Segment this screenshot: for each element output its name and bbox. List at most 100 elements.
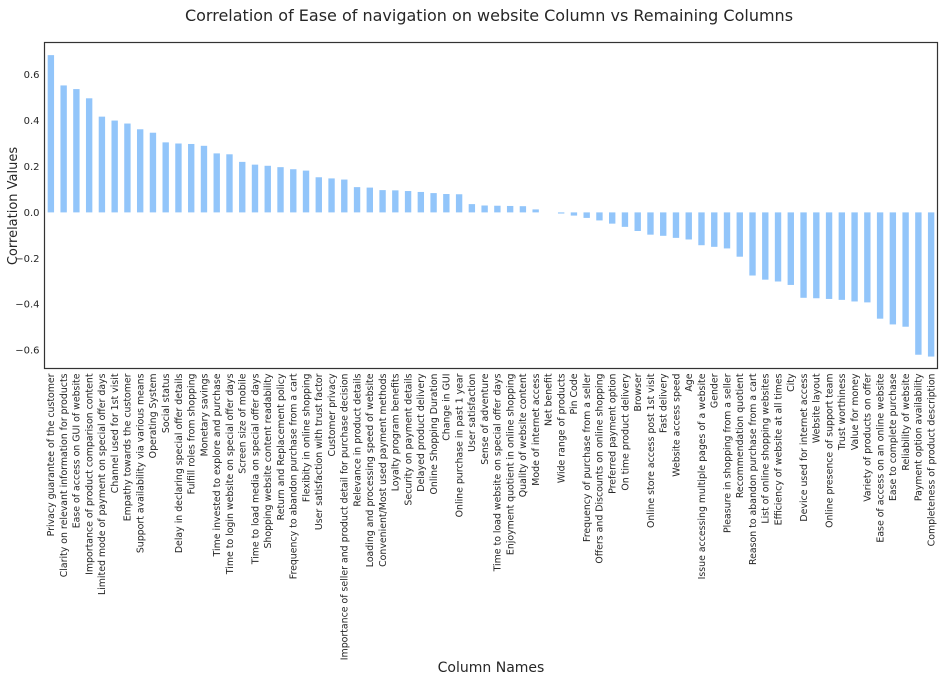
x-tick-label: Reason to abandon purchase from a cart xyxy=(748,373,759,565)
y-tick-label: 0.2 xyxy=(24,162,40,173)
x-tick-label: Frequency of purchase from a seller xyxy=(582,373,593,542)
y-tick-label: 0.0 xyxy=(24,208,40,219)
bar xyxy=(583,212,590,218)
x-tick-label: Ease to complete purchase xyxy=(888,373,899,501)
bar xyxy=(927,212,935,357)
x-tick-label: Completeness of product description xyxy=(926,373,937,546)
x-tick-label: Pleasure in shopping from a seller xyxy=(722,373,733,533)
x-tick-label: Loading and processing speed of website xyxy=(365,373,376,567)
x-tick-label: Social status xyxy=(161,373,172,433)
bar xyxy=(136,129,144,213)
bar xyxy=(685,212,692,240)
bar xyxy=(851,212,858,302)
bar xyxy=(366,187,373,213)
bar xyxy=(902,212,909,327)
x-tick-label: Monetary savings xyxy=(199,373,210,456)
bar xyxy=(277,167,284,213)
bar xyxy=(213,153,220,213)
bar xyxy=(404,191,412,213)
x-tick-label: Enjoyment quotient in online shopping xyxy=(505,373,516,555)
x-tick-label: Loyalty program benefits xyxy=(391,373,402,491)
bar xyxy=(379,190,386,213)
x-tick-label: Payment option availability xyxy=(914,373,925,501)
x-tick-label: Clarity on relevant information for prod… xyxy=(59,373,70,577)
x-tick-label: Value for money xyxy=(850,373,861,450)
bar xyxy=(749,212,756,276)
x-tick-label: Screen size of mobile xyxy=(238,373,249,473)
x-tick-label: Operating System xyxy=(148,374,159,459)
bar xyxy=(557,212,565,214)
x-tick-label: Convenient/Most used payment methods xyxy=(378,373,389,566)
bar xyxy=(813,212,820,299)
bar xyxy=(660,212,667,236)
bar xyxy=(838,212,846,300)
bar xyxy=(392,190,399,213)
y-tick-label: 0.6 xyxy=(24,70,40,81)
bar xyxy=(98,116,106,213)
bars-group xyxy=(47,55,935,357)
x-tick-label: Time invested to explore and purchase xyxy=(212,373,223,557)
x-tick-label: Preferred payment option xyxy=(607,373,618,493)
x-tick-label: Time to login website on special offer d… xyxy=(225,373,236,575)
y-tick-label: 0.4 xyxy=(24,116,40,127)
y-tick-label: −0.6 xyxy=(15,346,39,357)
x-tick-label: Reliability of website xyxy=(901,373,912,470)
bar xyxy=(353,187,361,213)
x-tick-label: Change in GUI xyxy=(442,374,453,441)
x-tick-label: Channel used for 1st visit xyxy=(110,373,121,493)
bar xyxy=(736,212,743,257)
y-tick-label: −0.4 xyxy=(15,300,39,311)
bar xyxy=(328,178,335,213)
bar xyxy=(341,179,348,213)
bar xyxy=(634,212,641,231)
x-tick-label: Customer privacy xyxy=(327,373,338,456)
bar xyxy=(455,194,463,213)
x-tick-label: Mode of internet access xyxy=(531,373,542,485)
x-tick-label: User satisfaction with trust factor xyxy=(314,373,325,530)
bar xyxy=(876,212,884,319)
bar xyxy=(864,212,871,303)
bar xyxy=(596,212,603,221)
bar xyxy=(506,205,514,213)
bar xyxy=(787,212,794,285)
bar xyxy=(175,143,182,213)
bar xyxy=(519,206,527,213)
x-tick-label: Security on payment details xyxy=(403,373,414,505)
bar xyxy=(800,212,807,298)
x-tick-label: Flexibity in online shopping xyxy=(301,373,312,502)
x-tick-label: Variety of products on offer xyxy=(863,373,874,501)
bar xyxy=(430,193,437,213)
bar xyxy=(149,132,157,213)
bar xyxy=(124,123,131,213)
bar xyxy=(532,209,539,213)
bar xyxy=(711,212,718,247)
bar xyxy=(774,212,782,282)
x-tick-label: Issue accessing multiple pages of a webs… xyxy=(697,373,708,579)
x-tick-label: Wide range of products xyxy=(556,373,567,483)
x-tick-label: Net benefit xyxy=(544,373,555,426)
x-tick-label: City xyxy=(786,373,797,392)
x-tick-label: Online presence of support team xyxy=(824,374,835,528)
x-tick-label: Ease of access on GUI of website xyxy=(72,373,83,528)
x-tick-label: Time to load website on special offer da… xyxy=(493,373,504,572)
bar xyxy=(672,212,680,238)
bar xyxy=(226,154,233,213)
x-tick-label: Privacy guarantee of the customer xyxy=(46,373,57,536)
x-tick-label: Support availability via various means xyxy=(135,373,146,553)
x-tick-label: Limited mode of payment on special offer… xyxy=(97,373,108,595)
x-tick-label: Online store access post 1st visit xyxy=(646,373,657,528)
x-tick-label: Online purchase in past 1 year xyxy=(454,373,465,517)
bar xyxy=(570,212,578,216)
bar xyxy=(762,212,769,280)
bar xyxy=(825,212,833,299)
x-tick-label: Gender xyxy=(710,373,721,408)
x-tick-label: Fast delivery xyxy=(659,373,670,433)
bar xyxy=(621,212,629,227)
bar xyxy=(73,89,80,213)
bar xyxy=(468,204,476,213)
x-tick-label: Online Shopping Duration xyxy=(429,373,440,494)
bar xyxy=(417,191,425,213)
bar xyxy=(889,212,897,325)
x-tick-label: Recommendation quotient xyxy=(735,373,746,498)
